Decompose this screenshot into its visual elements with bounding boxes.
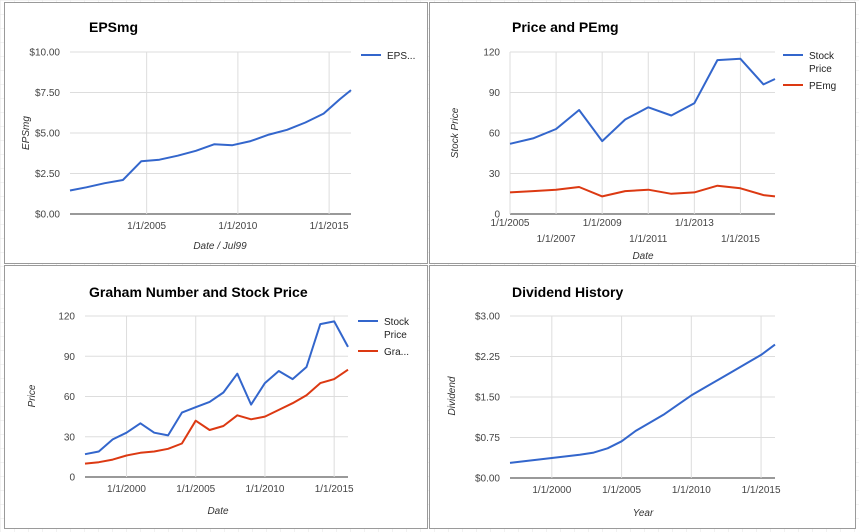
- x-tick-label: 1/1/2005: [127, 221, 166, 232]
- y-tick-label: $3.00: [475, 312, 500, 323]
- ytick-group: 0 30 60 90 120: [58, 312, 75, 484]
- series-line: [509, 343, 776, 464]
- y-tick-label: $0.00: [35, 210, 60, 221]
- chart-graham: Graham Number and Stock Price 0 30 60 90 120…: [27, 284, 410, 517]
- y-tick-label: 60: [489, 129, 501, 140]
- legend: Stock Price PEmg: [783, 51, 836, 92]
- y-tick-label: 0: [494, 210, 500, 221]
- y-tick-label: $0.00: [475, 474, 500, 485]
- chart-title: Graham Number and Stock Price: [89, 284, 308, 300]
- series-group: [84, 320, 349, 465]
- series-line: [509, 57, 776, 145]
- chart-epsmg: EPSmg $0.00 $2.50 $5.00 $7.50 $10.00 1/1/200…: [21, 19, 415, 252]
- ytick-group: 0 30 60 90 120: [483, 48, 500, 221]
- y-tick-label: 60: [64, 392, 76, 403]
- x-tick-label: 1/1/2009: [583, 218, 622, 229]
- legend-label: EPS...: [387, 51, 415, 62]
- x-tick-label: 1/1/2015: [742, 485, 781, 496]
- y-tick-label: $10.00: [29, 48, 60, 59]
- legend: Stock Price Gra...: [358, 317, 410, 358]
- y-tick-label: $0.75: [475, 433, 500, 444]
- legend-label: Stock Price: [384, 317, 410, 341]
- y-tick-label: 120: [58, 312, 75, 323]
- x-tick-label: 1/1/2005: [491, 218, 530, 229]
- x-tick-label: 1/1/2000: [107, 484, 146, 495]
- xtick-group: 1/1/2005 1/1/2010 1/1/2015: [127, 221, 349, 232]
- x-axis-label: Date / Jul99: [193, 241, 247, 252]
- grid-group: [70, 51, 351, 215]
- ytick-group: $0.00 $0.75 $1.50 $2.25 $3.00: [475, 312, 500, 485]
- x-tick-label: 1/1/2005: [176, 484, 215, 495]
- y-tick-label: $2.25: [475, 352, 500, 363]
- y-axis-label: Price: [27, 384, 38, 407]
- grid-group: [509, 51, 775, 215]
- chart-panel-graham: Graham Number and Stock Price 0 30 60 90 120…: [4, 265, 428, 529]
- x-tick-label: 1/1/2000: [532, 485, 571, 496]
- legend: EPS...: [361, 51, 415, 62]
- y-tick-label: 0: [69, 473, 75, 484]
- y-tick-label: $1.50: [475, 393, 500, 404]
- y-axis-label: EPSmg: [21, 116, 32, 150]
- ytick-group: $0.00 $2.50 $5.00 $7.50 $10.00: [29, 48, 60, 221]
- y-tick-label: $7.50: [35, 88, 60, 99]
- x-tick-label: 1/1/2005: [602, 485, 641, 496]
- chart-dividend: Dividend History $0.00 $0.75 $1.50 $2.25 $3.…: [447, 284, 781, 519]
- y-tick-label: $2.50: [35, 169, 60, 180]
- series-group: [69, 89, 352, 192]
- grid-group: [85, 315, 348, 478]
- series-line: [509, 184, 776, 198]
- xtick-group: 1/1/2005 1/1/2009 1/1/2013 1/1/2007 1/1/2011…: [491, 218, 761, 245]
- x-tick-label: 1/1/2015: [721, 234, 760, 245]
- series-group: [509, 57, 776, 198]
- y-axis-label: Stock Price: [450, 107, 461, 158]
- series-group: [509, 343, 776, 464]
- x-axis-label: Date: [207, 506, 229, 517]
- xtick-group: 1/1/2000 1/1/2005 1/1/2010 1/1/2015: [532, 485, 781, 496]
- legend-label: PEmg: [809, 81, 836, 92]
- x-tick-label: 1/1/2010: [245, 484, 284, 495]
- y-tick-label: 30: [489, 169, 501, 180]
- chart-title: Dividend History: [512, 284, 623, 300]
- x-tick-label: 1/1/2011: [629, 234, 668, 245]
- chart-title: EPSmg: [89, 19, 138, 35]
- chart-panel-epsmg: EPSmg $0.00 $2.50 $5.00 $7.50 $10.00 1/1/200…: [4, 2, 428, 264]
- series-line: [84, 320, 349, 456]
- series-line: [84, 368, 349, 465]
- y-tick-label: 120: [483, 48, 500, 59]
- x-tick-label: 1/1/2007: [537, 234, 576, 245]
- y-tick-label: $5.00: [35, 129, 60, 140]
- x-tick-label: 1/1/2010: [218, 221, 257, 232]
- chart-title: Price and PEmg: [512, 19, 619, 35]
- legend-label: Stock Price: [809, 51, 835, 75]
- chart-panel-price-pemg: Price and PEmg 0 30 60 90 120 1/1/2005 1/1/20…: [429, 2, 856, 264]
- x-tick-label: 1/1/2015: [315, 484, 354, 495]
- y-tick-label: 90: [64, 352, 76, 363]
- xtick-group: 1/1/2000 1/1/2005 1/1/2010 1/1/2015: [107, 484, 354, 495]
- y-axis-label: Dividend: [447, 376, 458, 415]
- x-tick-label: 1/1/2010: [672, 485, 711, 496]
- y-tick-label: 90: [489, 88, 501, 99]
- x-axis-label: Date: [632, 251, 654, 262]
- y-tick-label: 30: [64, 432, 76, 443]
- x-tick-label: 1/1/2015: [310, 221, 349, 232]
- series-line: [69, 89, 352, 192]
- legend-label: Gra...: [384, 347, 409, 358]
- x-axis-label: Year: [633, 508, 654, 519]
- chart-panel-dividend: Dividend History $0.00 $0.75 $1.50 $2.25 $3.…: [429, 265, 856, 529]
- grid-group: [510, 315, 775, 479]
- x-tick-label: 1/1/2013: [675, 218, 714, 229]
